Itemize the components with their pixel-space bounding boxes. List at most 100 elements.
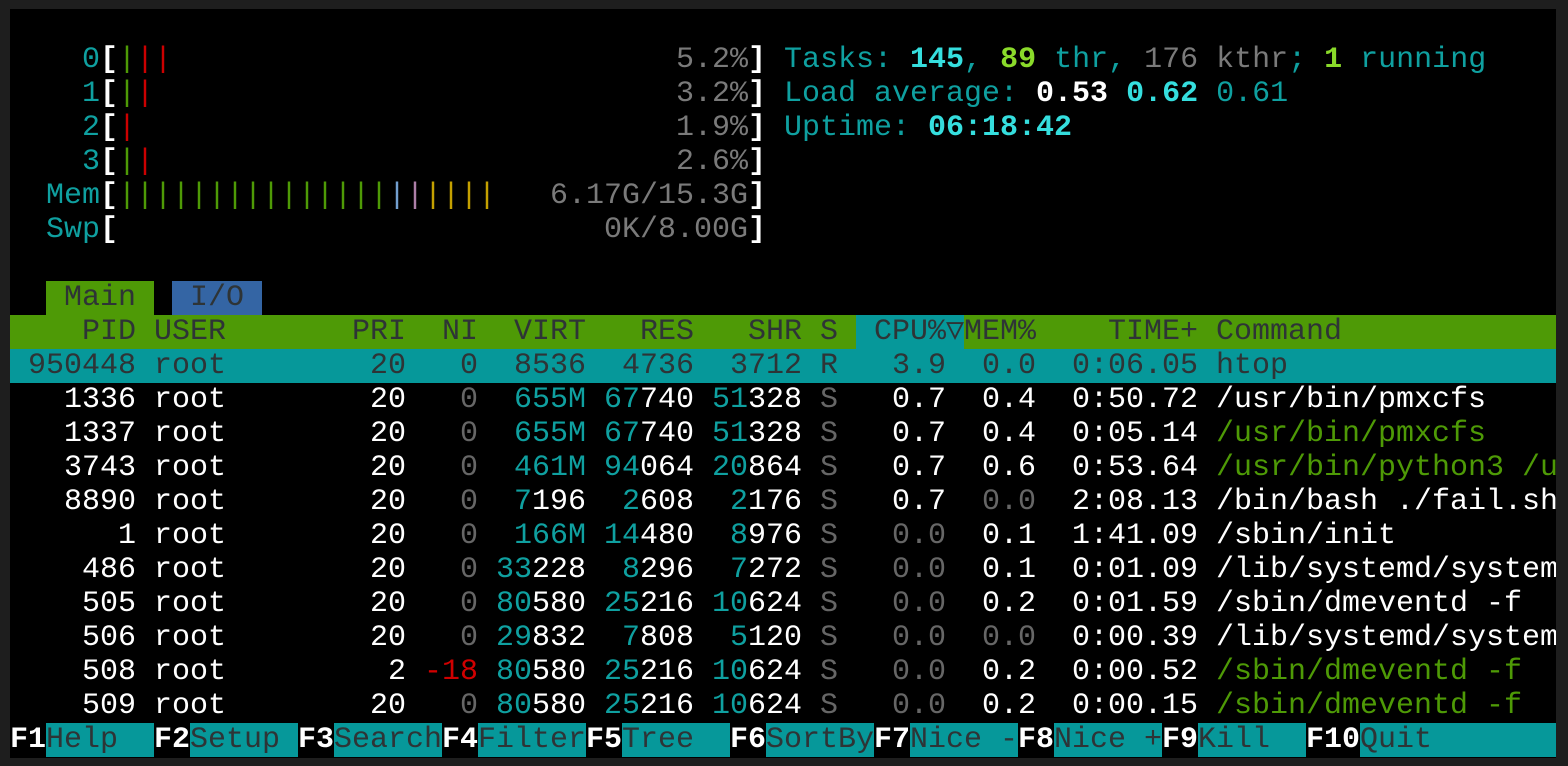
fkey-filter-button[interactable]: Filter	[478, 723, 587, 757]
process-res: 7808	[621, 621, 694, 655]
meter-bar-segment: |	[424, 179, 443, 213]
process-shr: 5120	[729, 621, 802, 655]
process-ni: 0	[459, 485, 478, 519]
process-time: 0:53.64	[1071, 451, 1198, 485]
meter-bar-segment: |	[280, 179, 299, 213]
meter-value: 0K/8.00G	[603, 213, 748, 247]
column-header-user[interactable]: USER	[154, 315, 227, 349]
process-virt: 655M	[513, 383, 586, 417]
process-mem: 0.1	[981, 519, 1036, 553]
process-ni: 0	[459, 349, 478, 383]
fkey-nice-button[interactable]: Nice +	[1054, 723, 1163, 757]
meter-bar-segment: |	[118, 43, 137, 77]
meter-label: 2	[81, 111, 100, 145]
process-user: root	[154, 383, 227, 417]
fkey-tree-button[interactable]: Tree	[622, 723, 730, 757]
meter-bar-segment: |	[244, 179, 263, 213]
column-header-pri[interactable]: PRI	[351, 315, 406, 349]
fkey-f5: F5	[586, 723, 623, 757]
process-cpu: 0.0	[891, 655, 946, 689]
fkey-help-button[interactable]: Help	[46, 723, 154, 757]
process-cpu: 0.0	[891, 519, 946, 553]
process-mem: 0.2	[981, 655, 1036, 689]
tab-main[interactable]: Main	[46, 281, 154, 315]
process-res: 25216	[604, 587, 695, 621]
meter-bar-segment: |	[370, 179, 389, 213]
meter-label: Mem	[45, 179, 100, 213]
process-s: S	[820, 451, 839, 485]
column-header-command[interactable]: Command	[1216, 315, 1343, 349]
meter-bar-segment: |	[136, 77, 155, 111]
summary-load-part: 0.62	[1126, 77, 1199, 111]
meter-bar-segment: |	[298, 179, 317, 213]
process-command: /lib/systemd/system	[1216, 621, 1556, 655]
meter-value: 2.6%	[675, 145, 748, 179]
column-header-virt[interactable]: VIRT	[513, 315, 586, 349]
fkey-sortby-button[interactable]: SortBy	[766, 723, 875, 757]
summary-load-part	[1198, 77, 1216, 111]
column-header-pid[interactable]: PID	[81, 315, 136, 349]
process-virt: 8536	[513, 349, 586, 383]
process-pri: 20	[369, 417, 406, 451]
process-s: R	[820, 349, 839, 383]
process-virt: 33228	[496, 553, 587, 587]
process-pri: 20	[369, 689, 406, 723]
column-header-time[interactable]: TIME+	[1107, 315, 1198, 349]
process-command: htop	[1216, 349, 1289, 383]
process-res: 14480	[604, 519, 695, 553]
fkey-f4: F4	[442, 723, 479, 757]
process-virt: 80580	[496, 689, 587, 723]
process-mem: 0.0	[981, 621, 1036, 655]
process-command: /sbin/dmeventd -f	[1216, 689, 1523, 723]
fkey-kill-button[interactable]: Kill	[1198, 723, 1306, 757]
htop-terminal: 0[| | | 5.2%] 1[| | 3.2%] 2[| 1.9%] 3[| | 2.6%] Mem[…	[10, 9, 1556, 758]
process-shr: 10624	[712, 587, 803, 621]
fkey-nice-button[interactable]: Nice -	[910, 723, 1019, 757]
column-header-shr[interactable]: SHR	[747, 315, 802, 349]
process-user: root	[154, 349, 227, 383]
meter-bar-segment: |	[118, 145, 137, 179]
meter-bracket-open: [	[100, 77, 119, 111]
process-user: root	[154, 689, 227, 723]
column-header-s[interactable]: S	[820, 315, 839, 349]
process-user: root	[154, 587, 227, 621]
process-cpu: 0.7	[891, 417, 946, 451]
column-header-mem[interactable]: MEM%	[964, 315, 1037, 349]
process-mem: 0.2	[981, 689, 1036, 723]
process-pri: 20	[369, 621, 406, 655]
fkey-setup-button[interactable]: Setup	[190, 723, 298, 757]
meter-label: 1	[81, 77, 100, 111]
summary-tasks-part: ,	[964, 43, 1001, 77]
meter-bracket-open: [	[100, 111, 119, 145]
summary-uptime-part: 06:18:42	[928, 111, 1073, 145]
process-user: root	[154, 655, 227, 689]
meter-label: Swp	[45, 213, 100, 247]
process-shr: 20864	[712, 451, 803, 485]
process-command: /sbin/dmeventd -f	[1216, 655, 1523, 689]
fkey-search-button[interactable]: Search	[334, 723, 443, 757]
meter-bar-segment: |	[208, 179, 227, 213]
meter-label: 0	[81, 43, 100, 77]
summary-load: Load average: 0.53 0.62 0.61	[784, 77, 1288, 111]
process-pri: 20	[369, 349, 406, 383]
summary-tasks-part: thr,	[1036, 43, 1145, 77]
process-res: 4736	[621, 349, 694, 383]
fkey-quit-button[interactable]: Quit	[1360, 723, 1556, 757]
tab-io[interactable]: I/O	[172, 281, 262, 315]
meter-value: 5.2%	[675, 43, 748, 77]
meter-bar-segment: |	[172, 179, 191, 213]
summary-tasks: Tasks: 145, 89 thr, 176 kthr; 1 running	[784, 43, 1486, 77]
process-shr: 51328	[712, 417, 803, 451]
meter-bracket-open: [	[100, 213, 119, 247]
meter-bar-segment: |	[442, 179, 461, 213]
column-header-res[interactable]: RES	[639, 315, 694, 349]
process-pid: 3743	[63, 451, 136, 485]
summary-load-part	[1108, 77, 1126, 111]
process-virt: 461M	[513, 451, 586, 485]
process-cpu: 0.0	[891, 689, 946, 723]
column-header-ni[interactable]: NI	[441, 315, 478, 349]
summary-tasks-part: running	[1342, 43, 1487, 77]
process-mem: 0.0	[981, 349, 1036, 383]
meter-bar-segment: |	[334, 179, 353, 213]
column-header-cpu[interactable]: CPU%	[873, 315, 946, 349]
